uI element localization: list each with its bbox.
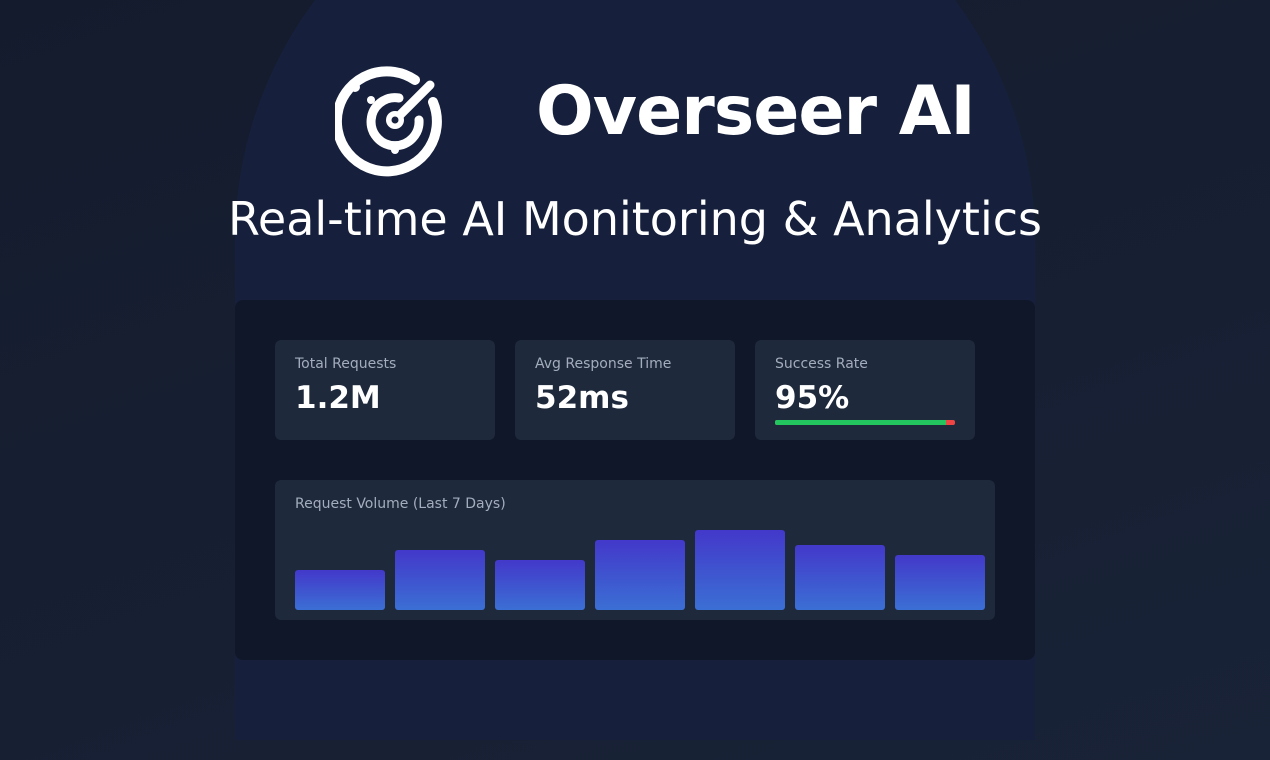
bar <box>595 540 685 610</box>
metric-card: Total Requests 1.2M <box>275 340 495 440</box>
dashboard-panel: Request Volume (Last 7 Days) Total Reque… <box>235 300 1035 660</box>
chart-card: Request Volume (Last 7 Days) <box>275 480 995 620</box>
metric-card: Avg Response Time 52ms <box>515 340 735 440</box>
bar <box>395 550 485 610</box>
bar <box>495 560 585 610</box>
subtitle: Real-time AI Monitoring & Analytics <box>228 192 1042 246</box>
bar <box>895 555 985 610</box>
title: Overseer AI <box>536 72 976 151</box>
progress-track <box>775 420 955 425</box>
bar <box>295 570 385 610</box>
bar <box>795 545 885 610</box>
progress-bar <box>775 420 946 425</box>
metric-label: Avg Response Time <box>535 356 672 372</box>
chart-title: Request Volume (Last 7 Days) <box>295 496 506 512</box>
metric-card: Success Rate 95% <box>755 340 975 440</box>
metric-value: 52ms <box>535 380 629 416</box>
metric-value: 95% <box>775 380 850 416</box>
metric-value: 1.2M <box>295 380 381 416</box>
logo <box>335 66 442 177</box>
bar <box>695 530 785 610</box>
metric-label: Total Requests <box>295 356 397 372</box>
metric-label: Success Rate <box>775 356 868 372</box>
